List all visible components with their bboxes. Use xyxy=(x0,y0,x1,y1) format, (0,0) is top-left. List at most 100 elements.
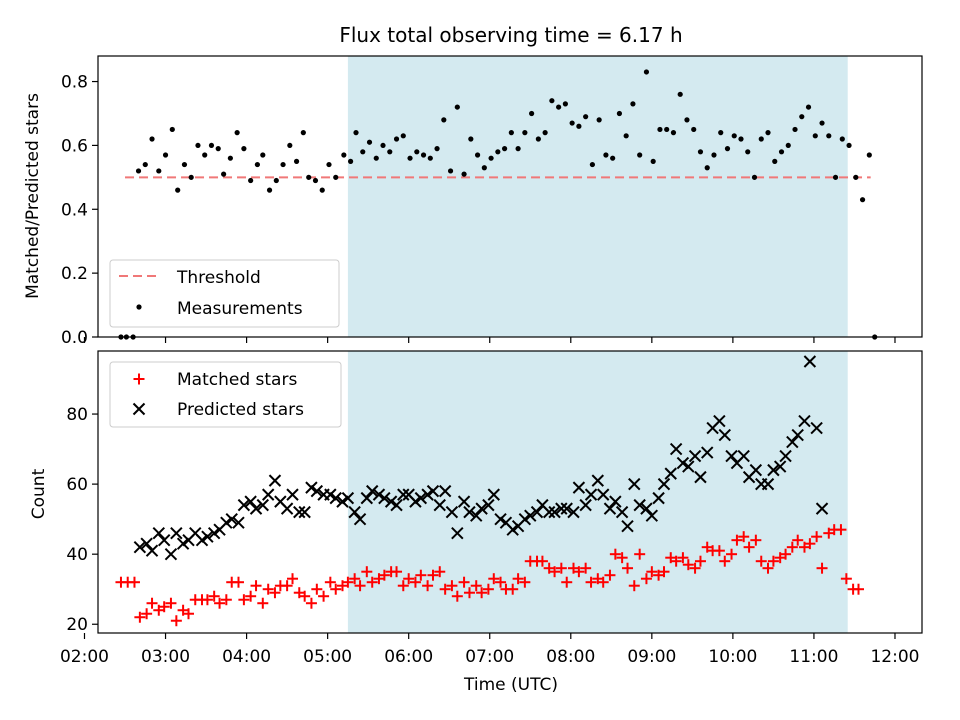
measurement-point xyxy=(387,149,393,155)
predicted-star-point xyxy=(366,484,379,498)
matched-star-point xyxy=(183,608,195,620)
measurement-point xyxy=(208,142,215,149)
predicted-star-point xyxy=(426,484,440,498)
predicted-star-point xyxy=(676,456,690,470)
x-marker-b xyxy=(657,477,671,491)
x-marker-b xyxy=(815,502,829,515)
measurement-point xyxy=(805,104,812,110)
matched-star-point xyxy=(146,597,158,609)
predicted-star-point xyxy=(815,502,829,515)
chart-title: Flux total observing time = 6.17 h xyxy=(339,23,682,47)
x-tick-label: 11:00 xyxy=(789,647,838,667)
ratio-y-tick-label: 0.4 xyxy=(61,200,88,220)
predicted-star-point xyxy=(482,498,495,512)
matched-star-point xyxy=(409,576,421,588)
x-marker-b xyxy=(366,484,379,498)
count-y-label: Count xyxy=(29,468,49,519)
predicted-star-point xyxy=(767,463,780,477)
predicted-legend-swatch xyxy=(132,402,146,416)
measurement-point xyxy=(623,133,629,139)
measurement-point xyxy=(846,142,852,149)
predicted-star-point xyxy=(494,512,507,526)
x-marker-b xyxy=(475,502,488,515)
x-marker-b xyxy=(237,498,251,512)
ratio-y-tick-label: 0.2 xyxy=(61,264,88,284)
predicted-star-point xyxy=(286,488,299,501)
matched-star-point xyxy=(262,583,274,595)
measurement-point xyxy=(576,123,582,129)
x-marker-b xyxy=(767,463,780,477)
matched-star-point xyxy=(165,597,177,609)
predicted-star-point xyxy=(438,484,452,498)
matched-star-point xyxy=(208,590,220,602)
measurement-point xyxy=(819,120,825,126)
measurement-point xyxy=(826,133,832,139)
matched-star-point xyxy=(349,573,361,585)
matched-star-point xyxy=(670,555,682,567)
measurement-point xyxy=(664,126,670,133)
x-marker-b xyxy=(274,495,287,508)
matched-star-point xyxy=(463,587,475,599)
matched-legend-marker xyxy=(133,373,145,385)
matched-star-point xyxy=(245,590,257,602)
matched-star-point xyxy=(446,580,458,592)
count-y-tick-label: 60 xyxy=(66,475,88,495)
predicted-star-point xyxy=(487,488,500,501)
x-marker-b xyxy=(701,446,714,459)
x-marker-b xyxy=(640,502,653,515)
matched-star-point xyxy=(750,534,762,546)
predicted-star-point xyxy=(324,488,337,501)
predicted-star-point xyxy=(555,502,568,515)
measurement-point xyxy=(241,146,247,152)
predicted-star-point xyxy=(157,533,171,547)
matched-star-point xyxy=(141,608,153,620)
measurement-point xyxy=(583,114,589,120)
measurement-point xyxy=(812,133,818,139)
count-y-tick-label: 80 xyxy=(66,405,88,425)
predicted-star-point xyxy=(463,505,476,519)
predicted-star-point xyxy=(140,537,153,550)
predicted-star-point xyxy=(293,505,306,519)
x-marker-b xyxy=(773,460,787,473)
predicted-star-point xyxy=(384,495,398,508)
matched-star-point xyxy=(512,573,524,585)
predicted-star-point xyxy=(164,547,178,561)
predicted-star-point xyxy=(133,540,147,554)
x-tick-label: 12:00 xyxy=(870,647,919,667)
x-marker-b xyxy=(669,442,683,456)
predicted-star-point xyxy=(548,505,561,519)
measurement-point xyxy=(169,126,175,133)
matched-star-point xyxy=(507,583,519,595)
predicted-star-point xyxy=(336,495,349,508)
measurement-point xyxy=(293,158,300,164)
x-marker-b xyxy=(157,533,171,547)
predicted-star-point xyxy=(645,509,659,522)
matched-star-point xyxy=(451,590,463,602)
x-marker-b xyxy=(761,477,775,491)
measurement-point xyxy=(616,110,623,117)
x-marker-b xyxy=(798,414,811,428)
measurement-point xyxy=(181,161,188,168)
x-marker-b xyxy=(803,355,817,368)
predicted-star-point xyxy=(225,512,238,526)
predicted-legend-label: Predicted stars xyxy=(177,400,304,420)
predicted-star-point xyxy=(530,505,544,519)
x-marker-b xyxy=(244,495,257,508)
matched-star-point xyxy=(804,538,816,550)
x-marker-b xyxy=(402,488,415,501)
matched-star-point xyxy=(840,573,852,585)
x-marker-b xyxy=(397,488,410,501)
predicted-star-point xyxy=(152,526,165,540)
x-marker-b xyxy=(298,505,311,519)
predicted-star-point xyxy=(652,491,665,505)
x-marker-b xyxy=(286,488,299,501)
measurement-point xyxy=(474,152,481,158)
measurement-point xyxy=(569,120,575,126)
matched-star-point xyxy=(536,555,548,567)
measurement-point xyxy=(380,142,386,149)
predicted-star-point xyxy=(560,502,573,515)
x-marker-b xyxy=(567,505,580,519)
predicted-star-point xyxy=(445,505,459,519)
matched-star-point xyxy=(555,562,567,574)
x-marker-b xyxy=(140,537,153,550)
